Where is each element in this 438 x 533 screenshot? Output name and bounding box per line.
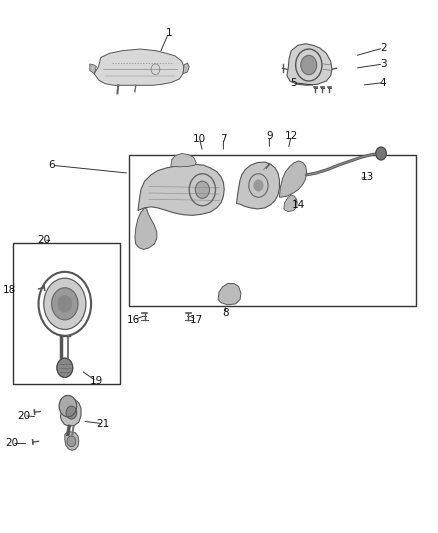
Circle shape — [59, 395, 77, 417]
Text: 21: 21 — [96, 419, 110, 429]
Text: 2: 2 — [380, 43, 387, 53]
Text: 4: 4 — [380, 78, 387, 87]
Polygon shape — [65, 432, 79, 450]
Text: 1: 1 — [165, 28, 172, 38]
Polygon shape — [284, 195, 297, 212]
Text: 20: 20 — [18, 411, 31, 421]
Polygon shape — [287, 44, 332, 85]
Text: 16: 16 — [127, 315, 140, 325]
Text: 12: 12 — [285, 131, 298, 141]
Text: 6: 6 — [48, 160, 55, 170]
Polygon shape — [183, 63, 189, 74]
Text: 13: 13 — [361, 172, 374, 182]
Text: 17: 17 — [190, 315, 203, 325]
Polygon shape — [94, 49, 184, 85]
Polygon shape — [171, 154, 196, 167]
Text: 18: 18 — [3, 286, 16, 295]
Polygon shape — [279, 161, 307, 197]
Text: 7: 7 — [220, 134, 227, 143]
Polygon shape — [138, 164, 224, 215]
Circle shape — [254, 180, 263, 191]
Polygon shape — [90, 64, 96, 74]
Circle shape — [58, 296, 71, 312]
Circle shape — [66, 406, 77, 419]
Circle shape — [195, 181, 209, 198]
Circle shape — [52, 288, 78, 320]
Text: 9: 9 — [266, 131, 273, 141]
Text: 3: 3 — [380, 59, 387, 69]
Circle shape — [301, 55, 317, 75]
Polygon shape — [135, 208, 157, 249]
Polygon shape — [237, 162, 279, 209]
Circle shape — [44, 278, 86, 329]
Text: 19: 19 — [90, 376, 103, 386]
Bar — [129, 155, 416, 306]
Polygon shape — [60, 399, 81, 426]
Circle shape — [67, 436, 76, 447]
Circle shape — [376, 147, 386, 160]
Text: 14: 14 — [292, 200, 305, 210]
Text: 20: 20 — [37, 235, 50, 245]
Polygon shape — [218, 284, 241, 305]
Bar — [13, 243, 120, 384]
Text: 5: 5 — [290, 78, 297, 87]
Circle shape — [57, 358, 73, 377]
Text: 10: 10 — [193, 134, 206, 143]
Text: 20: 20 — [6, 439, 19, 448]
Text: 8: 8 — [222, 309, 229, 318]
